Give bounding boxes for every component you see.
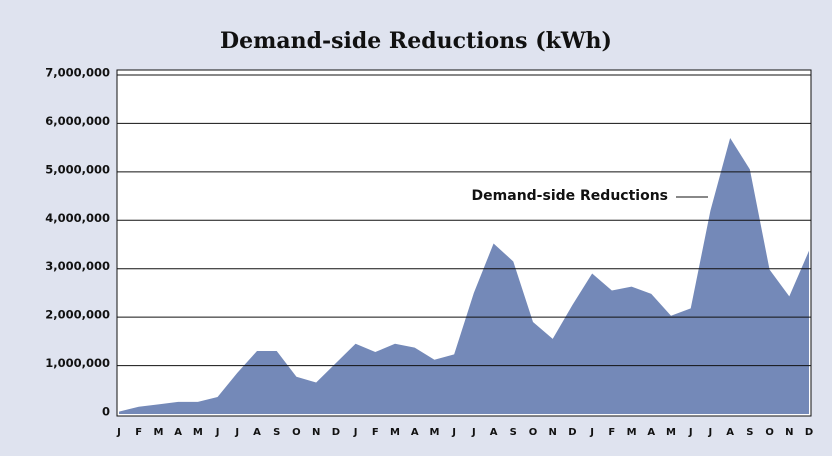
x-tick-label: A [411, 427, 419, 438]
x-tick-label: D [805, 427, 813, 438]
x-tick-label: D [332, 427, 340, 438]
x-tick-label: J [353, 427, 358, 438]
x-tick-label: O [529, 427, 538, 438]
x-tick-label: F [608, 427, 615, 438]
x-tick-label: J [589, 427, 594, 438]
x-tick-label: M [627, 427, 637, 438]
y-tick-label: 2,000,000 [45, 308, 110, 322]
x-tick-label: M [429, 427, 439, 438]
x-tick-label: A [726, 427, 734, 438]
x-tick-label: J [708, 427, 713, 438]
annotation: Demand-side Reductions [472, 188, 668, 204]
x-tick-label: M [666, 427, 676, 438]
x-tick-label: J [215, 427, 220, 438]
x-tick-label: A [490, 427, 498, 438]
x-tick-label: F [135, 427, 142, 438]
x-tick-label: S [510, 427, 517, 438]
x-tick-label: S [273, 427, 280, 438]
x-tick-label: M [390, 427, 400, 438]
x-tick-label: F [372, 427, 379, 438]
x-tick-label: N [785, 427, 793, 438]
x-tick-label: J [451, 427, 456, 438]
x-tick-label: A [253, 427, 261, 438]
y-tick-label: 0 [102, 405, 110, 419]
area [119, 137, 809, 414]
y-tick-label: 4,000,000 [45, 211, 110, 225]
x-tick-label: O [292, 427, 301, 438]
y-tick-label: 7,000,000 [45, 66, 110, 80]
x-tick-label: J [688, 427, 693, 438]
x-tick-label: J [116, 427, 121, 438]
x-tick-label: M [153, 427, 163, 438]
y-tick-label: 5,000,000 [45, 162, 110, 176]
x-tick-label: S [746, 427, 753, 438]
x-tick-label: N [312, 427, 320, 438]
x-tick-label: A [647, 427, 655, 438]
x-tick-label: M [193, 427, 203, 438]
y-tick-label: 3,000,000 [45, 259, 110, 273]
x-tick-label: J [234, 427, 239, 438]
x-tick-label: A [174, 427, 182, 438]
x-tick-label: N [549, 427, 557, 438]
y-tick-label: 1,000,000 [45, 356, 110, 370]
x-tick-label: J [471, 427, 476, 438]
x-tick-label: D [568, 427, 576, 438]
x-tick-label: O [765, 427, 774, 438]
chart-title: Demand-side Reductions (kWh) [220, 28, 612, 54]
y-tick-label: 6,000,000 [45, 114, 110, 128]
plot-border [116, 69, 812, 417]
